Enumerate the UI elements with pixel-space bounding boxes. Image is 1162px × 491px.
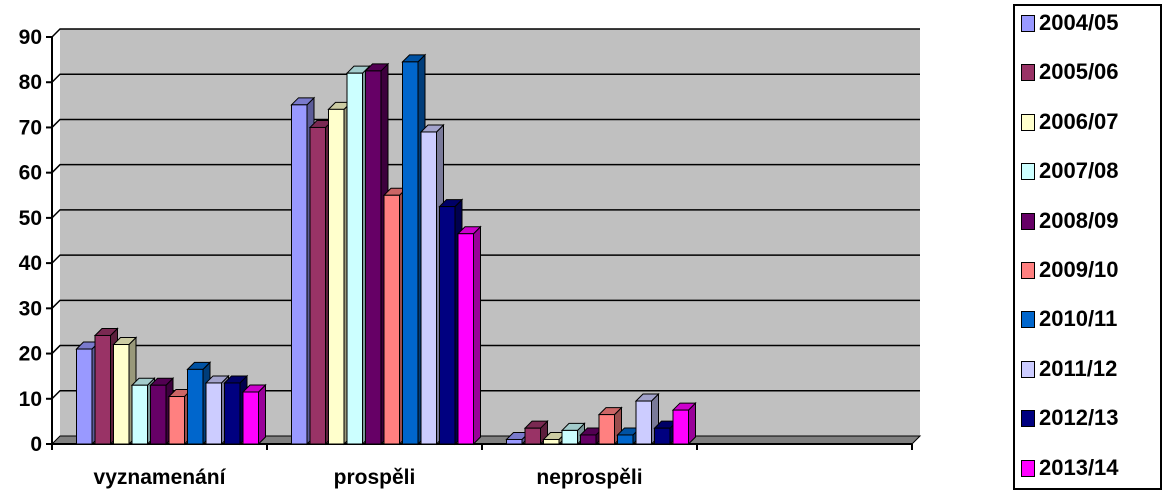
legend-swatch — [1021, 212, 1035, 230]
x-category-labels: vyznamenání prospěli neprospěli — [51, 444, 913, 489]
legend-label: 2006/07 — [1039, 109, 1119, 134]
legend-label: 2009/10 — [1039, 257, 1119, 282]
y-tick-label: 10 — [19, 388, 42, 411]
legend-item: 2008/09 — [1021, 206, 1119, 236]
gridline — [51, 390, 920, 400]
y-tick-labels: 0 10 20 30 40 50 60 70 80 90 — [19, 26, 52, 456]
y-tick-label: 60 — [19, 162, 42, 185]
legend-swatch — [1021, 310, 1035, 328]
gridline — [51, 163, 920, 174]
gridlines — [51, 28, 920, 400]
bar — [456, 225, 482, 446]
bar — [634, 392, 660, 446]
plot-back-wall — [60, 29, 920, 436]
legend-item: 2012/13 — [1021, 403, 1119, 433]
y-tick-label: 70 — [19, 116, 42, 139]
bar — [560, 422, 586, 446]
gridline — [51, 73, 920, 83]
legend-item: 2011/12 — [1021, 354, 1117, 384]
y-tick-label: 0 — [30, 433, 42, 456]
y-tick-label: 30 — [19, 297, 42, 320]
y-tick-label: 20 — [19, 343, 42, 366]
legend-swatch — [1021, 261, 1035, 279]
gridline — [51, 299, 920, 309]
legend-label: 2008/09 — [1039, 208, 1119, 233]
legend-swatch — [1021, 63, 1035, 81]
x-category-label: neprospěli — [536, 466, 642, 489]
y-tick-label: 90 — [19, 26, 42, 49]
legend-label: 2004/05 — [1039, 10, 1119, 35]
bars — [75, 53, 697, 446]
gridline — [51, 209, 920, 219]
legend: 2004/05 2005/06 2006/07 2007/08 2008/09 2009/… — [1013, 4, 1162, 490]
bar — [671, 401, 697, 446]
legend-item: 2009/10 — [1021, 255, 1119, 285]
legend-swatch — [1021, 113, 1035, 131]
x-category-label: prospěli — [334, 466, 416, 489]
legend-label: 2007/08 — [1039, 158, 1119, 183]
legend-label: 2005/06 — [1039, 59, 1119, 84]
legend-item: 2007/08 — [1021, 156, 1119, 186]
legend-swatch — [1021, 409, 1035, 427]
legend-swatch — [1021, 162, 1035, 180]
legend-item: 2013/14 — [1021, 453, 1119, 483]
legend-label: 2012/13 — [1039, 405, 1119, 430]
legend-item: 2006/07 — [1021, 107, 1119, 137]
bar — [597, 406, 623, 446]
bar-chart: 0 10 20 30 40 50 60 70 80 90 vyznamenání prospěli n… — [19, 26, 922, 489]
legend-item: 2004/05 — [1021, 8, 1119, 38]
legend-swatch — [1021, 14, 1035, 32]
gridline — [51, 118, 920, 128]
gridline — [51, 28, 920, 38]
legend-item: 2005/06 — [1021, 57, 1119, 87]
y-tick-label: 50 — [19, 207, 42, 230]
gridline — [51, 344, 920, 355]
gridline — [51, 254, 920, 264]
legend-label: 2013/14 — [1039, 455, 1119, 480]
x-category-label: vyznamenání — [94, 466, 227, 489]
y-tick-label: 40 — [19, 252, 42, 275]
legend-swatch — [1021, 459, 1035, 477]
legend-item: 2010/11 — [1021, 304, 1117, 334]
legend-label: 2010/11 — [1039, 306, 1118, 331]
bar — [241, 383, 267, 446]
legend-swatch — [1021, 360, 1035, 378]
legend-label: 2011/12 — [1039, 356, 1118, 381]
y-tick-label: 80 — [19, 71, 42, 94]
